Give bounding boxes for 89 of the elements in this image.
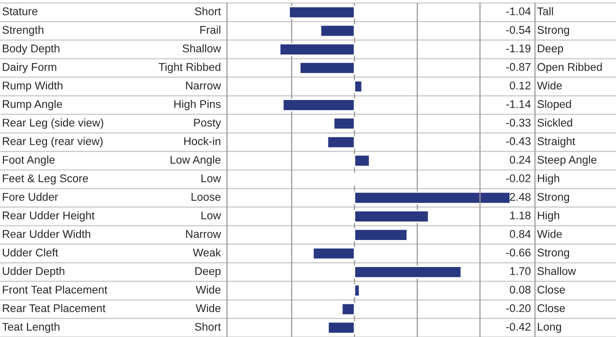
y-tick-label: Rear Udder Height (2, 211, 95, 222)
y-tick-label: Rump Width (2, 81, 62, 92)
text: Sloped (538, 100, 571, 110)
text: Tight Ribbed (158, 62, 220, 74)
y-tick-label: Rump Angle (2, 100, 62, 110)
text: High (538, 174, 560, 184)
text: High Pins (174, 100, 221, 110)
bar (279, 42, 356, 56)
text: Wide (537, 230, 562, 238)
text: Narrow (186, 82, 222, 90)
text: Wide (196, 285, 221, 294)
text: Weak (192, 248, 222, 256)
text: Loose (192, 193, 221, 201)
data-label: -1.14 (506, 100, 531, 108)
text: Deep (195, 267, 221, 278)
data-label: -0.54 (506, 26, 531, 34)
bar (354, 210, 430, 223)
text: Posty (194, 118, 221, 129)
data-label: -0.02 (506, 174, 530, 182)
y-tick-label: Udder Cleft (2, 248, 58, 256)
text: Shallow (538, 266, 576, 276)
text: Close (538, 285, 565, 294)
data-label: 0.84 (510, 230, 531, 238)
bar (282, 98, 356, 112)
text: Steep Angle (538, 156, 596, 166)
text: Wide (537, 81, 562, 90)
bar (327, 321, 356, 334)
data-label: -0.42 (506, 322, 530, 331)
text: Open Ribbed (538, 62, 602, 74)
data-label: -0.43 (506, 137, 531, 146)
text: Strong (538, 248, 570, 259)
bar (354, 80, 363, 93)
bar (326, 136, 356, 149)
y-tick-label: Teat Length (2, 322, 60, 333)
text: Tall (537, 7, 553, 16)
bar (312, 247, 356, 260)
text: Deep (538, 44, 564, 55)
data-label: -0.66 (506, 248, 531, 256)
data-label: -0.20 (506, 304, 531, 312)
text: Straight (538, 136, 576, 148)
text: Hock-in (184, 136, 220, 146)
y-tick-label: Rear Leg (side view) (2, 118, 104, 129)
text: Short (194, 7, 221, 16)
bar (354, 266, 462, 279)
data-label: -0.87 (506, 63, 530, 71)
bar (354, 284, 360, 298)
y-tick-label: Strength (2, 26, 44, 36)
y-tick-label: Front Teat Placement (2, 285, 108, 294)
text: Low (202, 174, 222, 182)
text: Strong (538, 26, 570, 36)
y-tick-label: Body Depth (2, 44, 60, 55)
data-label: 0.08 (510, 286, 531, 294)
bar (320, 24, 356, 38)
y-tick-label: Foot Angle (2, 156, 55, 166)
text: Low (202, 212, 222, 220)
y-tick-label: Stature (2, 7, 38, 16)
bar (354, 191, 510, 204)
text: Sickled (538, 118, 572, 127)
text: Wide (196, 304, 221, 312)
text: Close (538, 304, 565, 312)
data-label: -0.33 (506, 118, 531, 127)
data-label: 2.48 (510, 192, 531, 201)
data-label: -1.19 (506, 44, 530, 52)
data-label: 0.24 (510, 156, 531, 164)
y-tick-label: Udder Depth (2, 266, 64, 278)
bar (354, 154, 370, 168)
text: Frail (200, 26, 220, 34)
text: Short (194, 322, 221, 331)
y-tick-label: Fore Udder (2, 192, 58, 201)
text: Narrow (186, 230, 222, 238)
data-label: -1.04 (506, 7, 531, 16)
y-tick-label: Rear Udder Width (2, 230, 90, 238)
text: Shallow (182, 44, 222, 52)
text: High (538, 211, 560, 222)
data-label: 1.18 (510, 212, 531, 220)
data-label: 1.70 (510, 267, 531, 276)
text: Low Angle (170, 156, 221, 166)
y-tick-label: Rear Leg (rear view) (2, 136, 103, 148)
y-tick-label: Feet & Leg Score (2, 174, 88, 184)
y-tick-label: Dairy Form (2, 62, 56, 74)
bar (333, 117, 356, 130)
bar (354, 228, 408, 242)
text: Strong (538, 192, 570, 204)
y-tick-label: Rear Teat Placement (2, 304, 106, 312)
bar (299, 61, 356, 74)
data-label: 0.12 (510, 82, 530, 90)
bar (288, 6, 356, 19)
text: Long (538, 322, 561, 333)
bar (341, 302, 356, 316)
